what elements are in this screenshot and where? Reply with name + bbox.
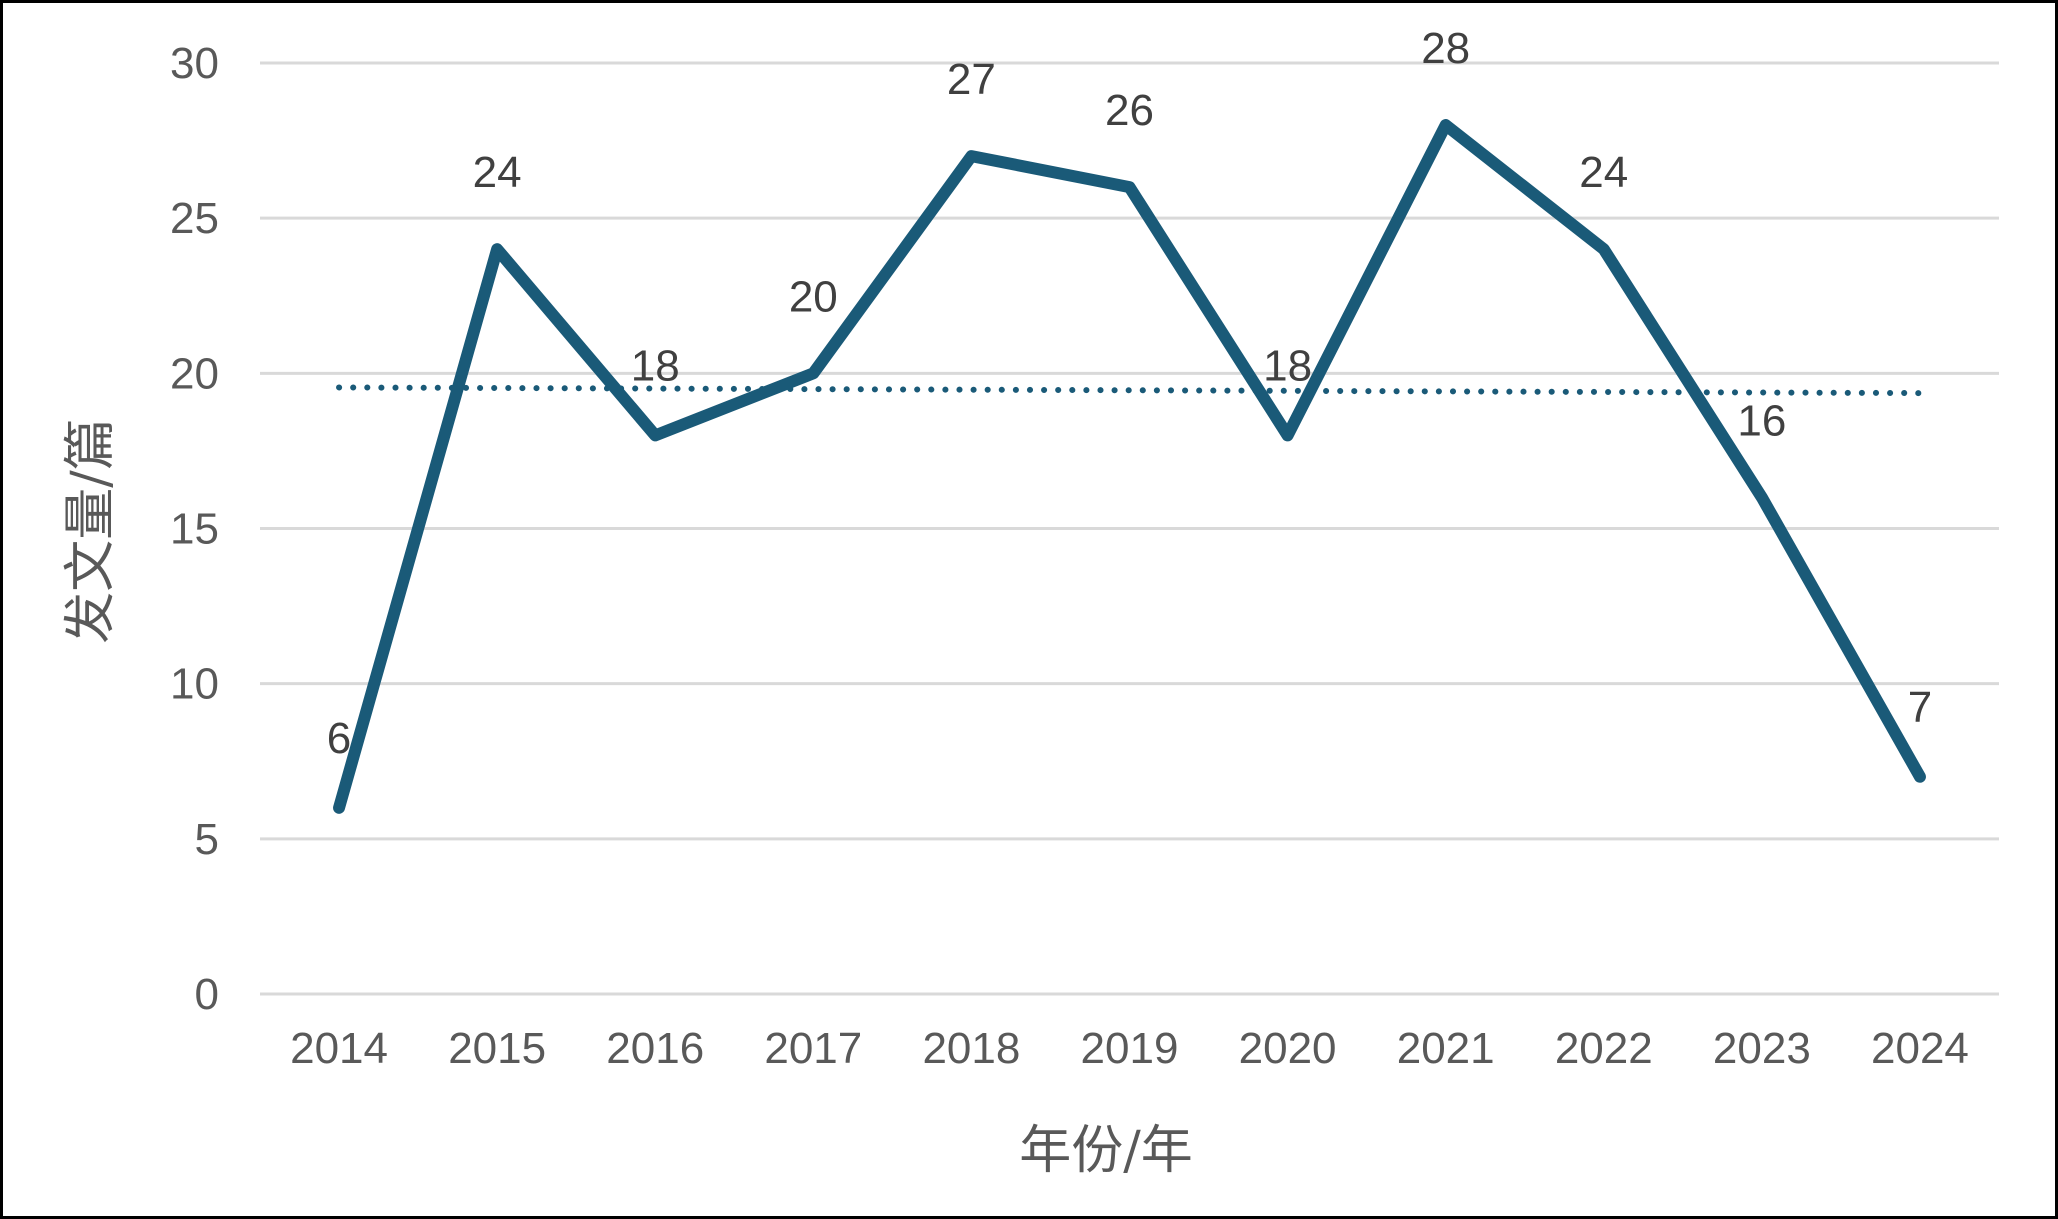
x-tick-label: 2018 bbox=[922, 1024, 1020, 1073]
data-label: 7 bbox=[1908, 683, 1932, 732]
x-tick-label: 2019 bbox=[1081, 1024, 1179, 1073]
data-label: 18 bbox=[631, 341, 680, 390]
y-tick-label: 5 bbox=[195, 815, 219, 864]
y-tick-label: 25 bbox=[170, 194, 219, 243]
data-label: 26 bbox=[1105, 86, 1154, 135]
x-tick-label: 2022 bbox=[1555, 1024, 1653, 1073]
data-label: 24 bbox=[473, 148, 522, 197]
y-tick-label: 10 bbox=[170, 660, 219, 709]
y-tick-label: 0 bbox=[195, 970, 219, 1019]
data-label: 20 bbox=[789, 272, 838, 321]
data-label: 16 bbox=[1737, 396, 1786, 445]
x-tick-label: 2015 bbox=[448, 1024, 546, 1073]
x-axis-ticks: 2014 2015 2016 2017 2018 2019 2020 2021 2022 2023… bbox=[290, 1024, 1969, 1073]
series-line bbox=[333, 119, 1926, 814]
gridlines bbox=[260, 61, 1999, 996]
x-tick-label: 2017 bbox=[764, 1024, 862, 1073]
data-label: 28 bbox=[1421, 24, 1470, 73]
data-label: 24 bbox=[1579, 148, 1628, 197]
y-axis-title: 发文量/篇 bbox=[61, 418, 121, 644]
x-tick-label: 2014 bbox=[290, 1024, 388, 1073]
series-layer bbox=[333, 119, 1926, 814]
data-labels: 6 24 18 20 27 26 18 28 24 16 7 bbox=[327, 24, 1932, 763]
y-tick-label: 20 bbox=[170, 349, 219, 398]
x-tick-label: 2016 bbox=[606, 1024, 704, 1073]
x-tick-label: 2024 bbox=[1871, 1024, 1969, 1073]
trendline bbox=[336, 384, 1923, 397]
y-axis-ticks: 0 5 10 15 20 25 30 bbox=[170, 39, 219, 1019]
y-tick-label: 15 bbox=[170, 505, 219, 554]
trendline-layer bbox=[336, 384, 1923, 397]
data-label: 27 bbox=[947, 55, 996, 104]
x-tick-label: 2021 bbox=[1397, 1024, 1495, 1073]
y-tick-label: 30 bbox=[170, 39, 219, 88]
x-tick-label: 2023 bbox=[1713, 1024, 1811, 1073]
x-axis-title: 年份/年 bbox=[1019, 1121, 1193, 1181]
x-tick-label: 2020 bbox=[1239, 1024, 1337, 1073]
data-label: 6 bbox=[327, 714, 351, 763]
data-label: 18 bbox=[1263, 341, 1312, 390]
